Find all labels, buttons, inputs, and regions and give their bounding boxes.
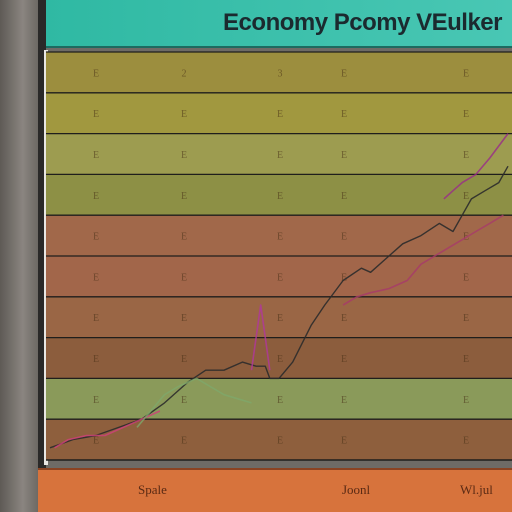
band-label: E bbox=[93, 354, 99, 365]
band-label: E bbox=[341, 395, 347, 406]
series-line bbox=[342, 214, 504, 306]
band-label: E bbox=[93, 436, 99, 447]
x-axis-bar: Spale Joonl Wl.jul bbox=[38, 468, 512, 512]
chart-plot-area: E 2 3 E E E E E E E E E E E E E E E E E E E E E E E E E E E E E E E E E E E E E… bbox=[46, 51, 512, 461]
band-label: E bbox=[93, 232, 99, 243]
band-label: E bbox=[277, 313, 283, 324]
band-label: E bbox=[181, 191, 187, 202]
band-label: E bbox=[93, 150, 99, 161]
band-label: E bbox=[93, 313, 99, 324]
band-label: E bbox=[463, 313, 469, 324]
series-line bbox=[443, 133, 509, 200]
background-band bbox=[46, 52, 512, 93]
frame-post bbox=[38, 0, 46, 512]
band-label: E bbox=[341, 354, 347, 365]
band-label: E bbox=[181, 354, 187, 365]
band-label: E bbox=[341, 313, 347, 324]
band-label: E bbox=[93, 395, 99, 406]
band-label: E bbox=[341, 150, 347, 161]
band-label: 3 bbox=[278, 68, 283, 79]
band-label: E bbox=[277, 354, 283, 365]
left-gutter bbox=[0, 0, 38, 512]
band-label: E bbox=[277, 436, 283, 447]
x-tick-label: Wl.jul bbox=[460, 482, 493, 497]
band-label: E bbox=[341, 272, 347, 283]
band-label: E bbox=[181, 150, 187, 161]
series-line bbox=[136, 377, 252, 428]
background-band bbox=[46, 337, 512, 379]
band-label: E bbox=[463, 436, 469, 447]
band-label: E bbox=[463, 191, 469, 202]
band-label: E bbox=[463, 68, 469, 79]
band-label: E bbox=[463, 354, 469, 365]
band-label: E bbox=[93, 272, 99, 283]
band-label: E bbox=[277, 191, 283, 202]
band-label: E bbox=[463, 109, 469, 120]
background-band bbox=[46, 92, 512, 134]
x-tick-label: Spale bbox=[138, 482, 167, 497]
background-band bbox=[46, 378, 512, 420]
background-band bbox=[46, 256, 512, 297]
band-label: E bbox=[341, 232, 347, 243]
band-label: E bbox=[181, 313, 187, 324]
band-label: E bbox=[277, 272, 283, 283]
band-label: E bbox=[277, 395, 283, 406]
band-label: E bbox=[93, 191, 99, 202]
band-label: E bbox=[341, 436, 347, 447]
band-label: E bbox=[463, 150, 469, 161]
background-band bbox=[46, 133, 512, 175]
background-band bbox=[46, 215, 512, 256]
band-label: E bbox=[181, 272, 187, 283]
band-label: E bbox=[341, 191, 347, 202]
band-label: E bbox=[277, 150, 283, 161]
background-band bbox=[46, 296, 512, 338]
band-label: E bbox=[181, 395, 187, 406]
chart-title: Economy Pcomy VEulker bbox=[223, 9, 502, 36]
title-bar: Economy Pcomy VEulker bbox=[46, 0, 512, 48]
background-band bbox=[46, 174, 512, 216]
band-label: E bbox=[277, 232, 283, 243]
series-line bbox=[250, 304, 271, 371]
band-label: 2 bbox=[182, 68, 187, 79]
series-line bbox=[49, 165, 509, 449]
series-line bbox=[54, 410, 161, 449]
band-label: E bbox=[463, 272, 469, 283]
band-label: E bbox=[181, 109, 187, 120]
band-label: E bbox=[93, 68, 99, 79]
band-label: E bbox=[463, 395, 469, 406]
band-label: E bbox=[341, 109, 347, 120]
band-label: E bbox=[93, 109, 99, 120]
x-tick-label: Joonl bbox=[342, 482, 371, 497]
band-label: E bbox=[181, 436, 187, 447]
band-label: E bbox=[181, 232, 187, 243]
band-label: E bbox=[341, 68, 347, 79]
band-label: E bbox=[277, 109, 283, 120]
